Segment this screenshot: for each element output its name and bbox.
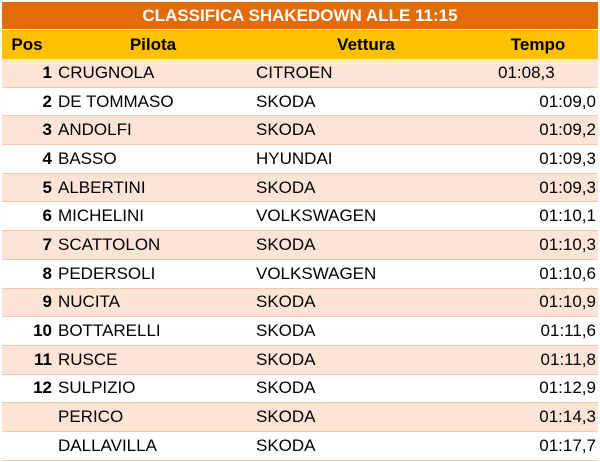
table-row: 11 RUSCE SKODA 01:11,8	[2, 345, 598, 375]
cell-vettura: SKODA	[256, 234, 316, 254]
table-row: 8 PEDERSOLI VOLKSWAGEN 01:10,6	[2, 259, 598, 289]
cell-pos: 4	[42, 148, 52, 168]
cell-pilota: NUCITA	[58, 292, 121, 312]
cell-pos: 6	[42, 206, 52, 226]
cell-pos	[2, 432, 52, 460]
cell-vettura: SKODA	[256, 91, 316, 111]
cell-vettura: HYUNDAI	[256, 148, 333, 168]
cell-pos: 9	[42, 292, 52, 312]
table-row: 12 SULPIZIO SKODA 01:12,9	[2, 374, 598, 404]
cell-vettura: SKODA	[256, 378, 316, 398]
table-row: 3 ANDOLFI SKODA 01:09,2	[2, 116, 598, 146]
header-tempo: Tempo	[510, 34, 566, 54]
cell-tempo: 01:12,9	[539, 378, 596, 398]
cell-pilota: ANDOLFI	[58, 120, 132, 140]
cell-pilota: MICHELINI	[58, 206, 144, 226]
cell-tempo: 01:09,2	[539, 120, 596, 140]
cell-vettura: SKODA	[256, 321, 316, 341]
cell-tempo: 01:08,3	[498, 62, 555, 82]
cell-pilota: RUSCE	[58, 349, 118, 369]
cell-tempo: 01:14,3	[539, 407, 596, 427]
cell-vettura: SKODA	[256, 177, 316, 197]
table-row: 6 MICHELINI VOLKSWAGEN 01:10,1	[2, 202, 598, 232]
cell-pilota: DALLAVILLA	[58, 435, 157, 455]
cell-tempo: 01:10,3	[539, 234, 596, 254]
cell-pilota: BASSO	[58, 148, 117, 168]
cell-tempo: 01:09,3	[539, 148, 596, 168]
cell-pilota: ALBERTINI	[58, 177, 146, 197]
cell-vettura: SKODA	[256, 407, 316, 427]
table-row: 5 ALBERTINI SKODA 01:09,3	[2, 173, 598, 203]
cell-pilota: CRUGNOLA	[58, 62, 155, 82]
cell-vettura: VOLKSWAGEN	[256, 263, 377, 283]
header-vettura: Vettura	[337, 34, 395, 54]
table-row: 4 BASSO HYUNDAI 01:09,3	[2, 145, 598, 174]
cell-pos: 8	[42, 263, 52, 283]
cell-pos: 1	[42, 62, 52, 82]
cell-pilota: DE TOMMASO	[58, 91, 174, 111]
cell-pos: 12	[33, 378, 52, 398]
cell-pos: 11	[34, 349, 52, 369]
cell-vettura: SKODA	[256, 120, 316, 140]
cell-vettura: CITROEN	[256, 62, 333, 82]
cell-tempo: 01:10,6	[539, 263, 596, 283]
cell-tempo: 01:10,1	[539, 206, 596, 226]
cell-pilota: BOTTARELLI	[58, 321, 161, 341]
cell-pos: 5	[42, 177, 52, 197]
cell-tempo: 01:09,0	[539, 91, 596, 111]
cell-tempo: 01:10,9	[539, 292, 596, 312]
cell-pos: 3	[42, 120, 52, 140]
table-row: 10 BOTTARELLI SKODA 01:11,6	[2, 317, 598, 346]
table-row: 7 SCATTOLON SKODA 01:10,3	[2, 231, 598, 260]
table-title: CLASSIFICA SHAKEDOWN ALLE 11:15	[2, 2, 598, 30]
cell-vettura: SKODA	[256, 292, 316, 312]
standings-rows: 1 CRUGNOLA CITROEN 01:08,3 2 DE TOMMASO SKODA 0…	[2, 59, 598, 461]
table-row: DALLAVILLA SKODA 01:17,7	[2, 431, 598, 461]
cell-vettura: VOLKSWAGEN	[256, 206, 377, 226]
table-row: 1 CRUGNOLA CITROEN 01:08,3	[2, 59, 598, 88]
cell-tempo: 01:17,7	[539, 435, 596, 455]
table-row: PERICO SKODA 01:14,3	[2, 403, 598, 432]
cell-pilota: PEDERSOLI	[58, 263, 156, 283]
cell-pos: 2	[42, 91, 52, 111]
header-row: Pos Pilota Vettura Tempo	[2, 30, 598, 59]
header-pos: Pos	[11, 34, 43, 54]
cell-vettura: SKODA	[256, 435, 316, 455]
cell-pos	[2, 403, 52, 431]
cell-tempo: 01:09,3	[539, 177, 596, 197]
cell-tempo: 01:11,6	[540, 321, 596, 341]
cell-tempo: 01:11,8	[540, 349, 596, 369]
cell-pilota: PERICO	[58, 407, 124, 427]
table-row: 9 NUCITA SKODA 01:10,9	[2, 288, 598, 318]
cell-pos: 7	[42, 234, 52, 254]
table-row: 2 DE TOMMASO SKODA 01:09,0	[2, 87, 598, 117]
cell-pilota: SCATTOLON	[58, 234, 161, 254]
cell-pos: 10	[33, 321, 52, 341]
header-pilota: Pilota	[129, 34, 177, 54]
cell-vettura: SKODA	[256, 349, 316, 369]
cell-pilota: SULPIZIO	[58, 378, 136, 398]
